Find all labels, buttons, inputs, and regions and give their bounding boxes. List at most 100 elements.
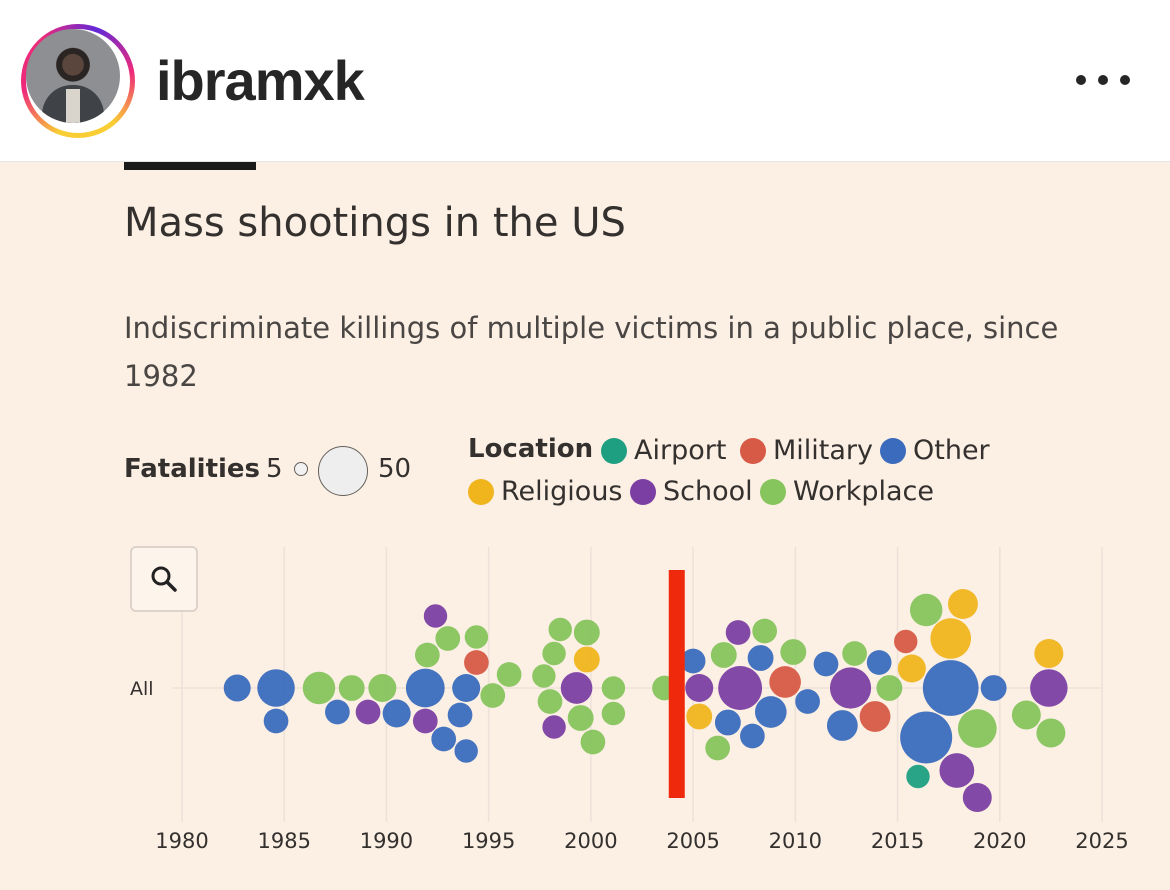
- beeswarm-plot: 1980 1985 1990 1995 2000 2005 2010 2015 2020 2025…: [130, 547, 1129, 853]
- x-tick-label: 2005: [666, 829, 719, 853]
- point-workplace: [302, 671, 336, 705]
- point-school: [718, 666, 763, 710]
- post-header: ibramxk: [0, 0, 1170, 162]
- legend-swatch: [601, 437, 627, 464]
- x-tick-label: 1990: [360, 829, 413, 853]
- point-military: [859, 701, 891, 732]
- point-other: [747, 645, 774, 671]
- zoom-button[interactable]: [130, 546, 198, 612]
- point-workplace: [464, 625, 489, 649]
- x-tick-label: 1980: [155, 829, 208, 853]
- username[interactable]: ibramxk: [156, 49, 365, 112]
- point-religious: [897, 654, 926, 683]
- point-workplace: [842, 641, 867, 666]
- legend-swatch: [880, 437, 906, 464]
- legend-school: School: [630, 476, 753, 507]
- point-other: [980, 675, 1007, 701]
- x-tick-label: 2010: [769, 829, 822, 853]
- legend-other: Other: [880, 435, 990, 466]
- x-tick-label: 2025: [1075, 829, 1128, 853]
- point-other: [325, 699, 350, 725]
- x-tick-label: 2015: [871, 829, 924, 853]
- point-school: [829, 667, 872, 709]
- highlight-marker: [668, 570, 685, 798]
- point-workplace: [435, 626, 461, 651]
- point-religious: [1034, 639, 1064, 668]
- point-other: [714, 709, 741, 736]
- legend-swatch: [760, 478, 786, 505]
- size-legend-max: 50: [378, 454, 412, 484]
- point-religious: [573, 646, 600, 673]
- point-workplace: [496, 662, 522, 687]
- point-workplace: [480, 683, 506, 708]
- avatar[interactable]: [21, 24, 135, 138]
- point-school: [939, 753, 975, 788]
- row-label: All: [130, 678, 154, 700]
- point-other: [454, 739, 478, 763]
- x-tick-label: 2000: [564, 829, 617, 853]
- point-other: [922, 660, 979, 716]
- point-workplace: [548, 617, 572, 642]
- point-workplace: [876, 675, 903, 701]
- point-workplace: [567, 705, 594, 731]
- point-other: [382, 699, 411, 728]
- point-school: [412, 708, 438, 734]
- point-other: [680, 648, 706, 674]
- point-other: [900, 711, 953, 764]
- legend-swatch: [740, 437, 766, 464]
- point-other: [431, 726, 457, 752]
- point-other: [452, 674, 481, 702]
- size-legend-min: 5: [266, 454, 283, 484]
- point-other: [740, 723, 765, 749]
- point-other: [405, 668, 445, 708]
- legend-swatch: [630, 478, 656, 505]
- point-workplace: [338, 675, 365, 701]
- point-workplace: [1011, 700, 1041, 730]
- size-legend-large-circle: [318, 446, 368, 496]
- point-workplace: [909, 593, 943, 627]
- point-other: [866, 650, 892, 675]
- legend-religious: Religious: [468, 476, 623, 507]
- point-military: [894, 629, 918, 654]
- chart-subtitle: Indiscriminate killings of multiple vict…: [124, 311, 1059, 393]
- legend-airport: Airport: [601, 435, 726, 466]
- x-tick-label: 1995: [462, 829, 515, 853]
- point-workplace: [580, 729, 606, 755]
- point-other: [223, 674, 251, 702]
- point-workplace: [537, 689, 563, 714]
- more-horizontal-icon: [1076, 75, 1086, 85]
- point-airport: [906, 764, 930, 789]
- point-school: [1030, 669, 1068, 707]
- point-workplace: [752, 618, 778, 644]
- point-military: [769, 666, 801, 698]
- post-image: Mass shootings in the US Indiscriminate …: [0, 162, 1170, 890]
- point-school: [355, 699, 381, 725]
- point-workplace: [1036, 718, 1066, 748]
- point-workplace: [710, 642, 737, 668]
- point-workplace: [368, 674, 397, 702]
- point-other: [263, 708, 289, 734]
- size-legend-label: Fatalities: [124, 454, 261, 484]
- point-other: [257, 669, 295, 707]
- point-workplace: [705, 735, 730, 761]
- search-icon: [151, 566, 177, 592]
- point-other: [795, 689, 820, 714]
- point-workplace: [542, 641, 566, 666]
- x-tick-label: 2020: [973, 829, 1026, 853]
- point-school: [542, 715, 566, 739]
- point-workplace: [414, 642, 440, 668]
- legend-workplace: Workplace: [760, 476, 934, 507]
- profile-photo: [26, 29, 120, 123]
- color-legend-label: Location: [468, 434, 594, 464]
- point-religious: [686, 703, 713, 730]
- size-legend-small-circle: [294, 462, 308, 476]
- legend-swatch: [468, 478, 494, 505]
- point-other: [813, 651, 839, 677]
- point-workplace: [532, 664, 556, 688]
- point-school: [725, 620, 751, 645]
- point-workplace: [957, 709, 997, 748]
- more-options-button[interactable]: [1068, 60, 1138, 100]
- chart-title: Mass shootings in the US: [124, 200, 626, 246]
- point-workplace: [601, 676, 626, 700]
- point-religious: [930, 618, 972, 659]
